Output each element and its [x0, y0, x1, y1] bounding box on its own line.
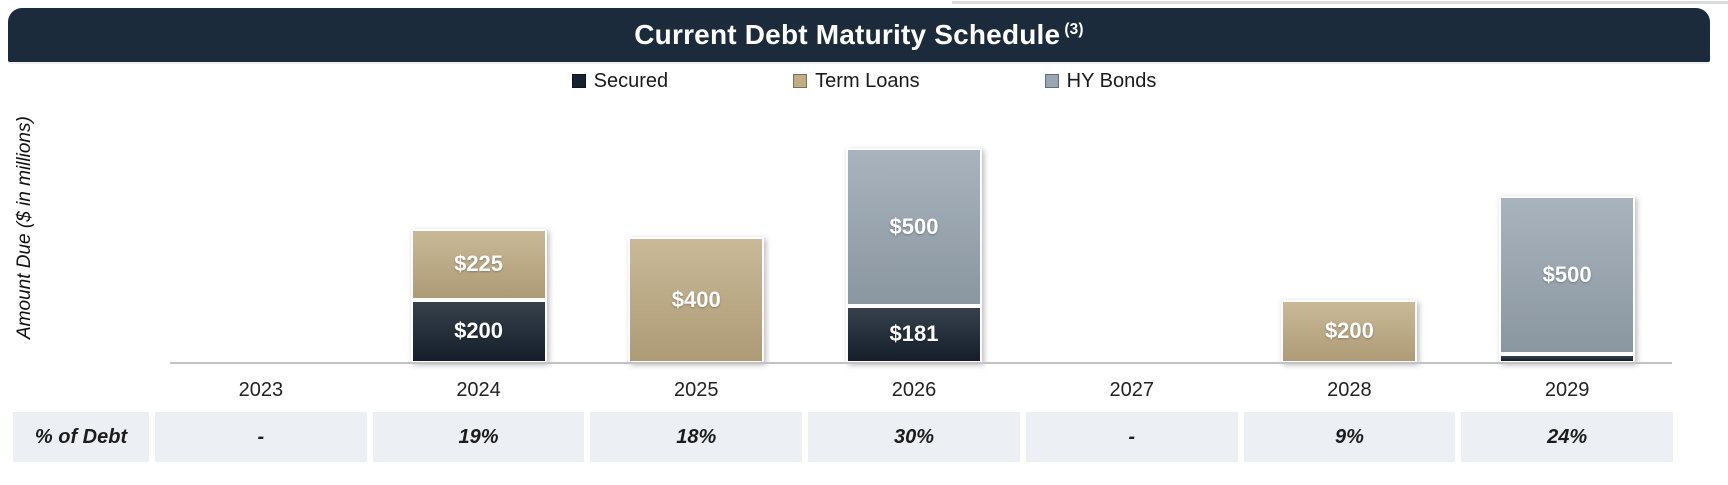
x-axis-label-2026: 2026	[891, 378, 937, 401]
bar-column-2025: $400	[587, 95, 805, 363]
chart-legend: Secured Term Loans HY Bonds	[0, 66, 1728, 96]
plot-spacer-column	[10, 95, 152, 363]
bar-segment-hy-bonds-2026: $500	[845, 147, 982, 306]
bar-column-2026: $500 $181	[805, 95, 1023, 363]
bar-segment-hy-bonds-2029: $500	[1499, 195, 1636, 354]
bar-column-2029: $500	[1458, 95, 1676, 363]
bar-column-2023	[152, 95, 370, 363]
legend-marker-hy-bonds-icon	[1044, 74, 1059, 88]
bar-segment-secured-2024: $200	[410, 299, 547, 363]
pct-cell-2029: 24%	[1461, 412, 1673, 462]
legend-item-secured: Secured	[571, 69, 669, 93]
bar-value-label-term-loans-2024: $225	[454, 251, 504, 277]
bar-value-label-term-loans-2028: $200	[1324, 318, 1374, 344]
chart-title-text: Current Debt Maturity Schedule	[634, 19, 1061, 50]
x-axis-label-2027: 2027	[1109, 378, 1154, 401]
pct-cell-2024: 19%	[372, 412, 585, 462]
x-axis-label-2023: 2023	[238, 378, 284, 401]
bar-column-2024: $225 $200	[370, 95, 588, 363]
legend-label-hy-bonds: HY Bonds	[1066, 69, 1157, 92]
legend-item-term-loans: Term Loans	[793, 70, 920, 93]
stacked-bar-2024: $225 $200	[410, 228, 547, 363]
row-label: % of Debt	[13, 412, 149, 462]
x-axis-line	[170, 362, 1672, 364]
x-axis-label-2029: 2029	[1544, 378, 1590, 401]
x-axis-label-spacer	[10, 376, 152, 404]
stacked-bar-2028: $200	[1281, 299, 1418, 363]
x-axis-label-2024: 2024	[456, 378, 501, 401]
bar-segment-term-loans-2028: $200	[1281, 299, 1418, 363]
bar-value-label-secured-2024: $200	[454, 318, 504, 344]
chart-title-bar: Current Debt Maturity Schedule (3)	[8, 8, 1710, 62]
x-axis-label-2028: 2028	[1327, 378, 1372, 401]
pct-cell-2028: 9%	[1243, 412, 1456, 462]
stacked-bar-2025: $400	[628, 236, 765, 363]
legend-item-hy-bonds: HY Bonds	[1044, 69, 1157, 93]
bar-column-2027	[1023, 95, 1241, 363]
bar-segment-secured-2029	[1499, 353, 1636, 363]
pct-of-debt-row: % of Debt -19% 18% 30% -9% 24%	[10, 412, 1676, 462]
bar-value-label-hy-bonds-2029: $500	[1542, 261, 1592, 287]
title-footnote-ref: (3)	[1064, 20, 1084, 38]
pct-cell-2026: 30%	[808, 412, 1020, 462]
chart-title: Current Debt Maturity Schedule (3)	[634, 19, 1083, 51]
pct-cell-2027: -	[1025, 412, 1238, 462]
legend-marker-term-loans-icon	[793, 74, 808, 88]
bar-segment-secured-2026: $181	[845, 305, 982, 363]
pct-cell-2023: -	[155, 412, 367, 462]
bar-value-label-secured-2026: $181	[889, 321, 939, 347]
bar-segment-term-loans-2024: $225	[410, 228, 547, 300]
bar-segment-term-loans-2025: $400	[628, 236, 765, 363]
top-edge-divider	[952, 1, 1728, 4]
stacked-bar-2026: $500 $181	[845, 147, 982, 363]
bar-value-label-term-loans-2025: $400	[671, 286, 721, 312]
x-axis-label-2025: 2025	[674, 378, 719, 401]
stacked-bar-2029: $500	[1499, 195, 1636, 363]
bar-value-label-hy-bonds-2026: $500	[889, 213, 939, 239]
legend-marker-secured-icon	[571, 74, 586, 88]
legend-label-term-loans: Term Loans	[815, 69, 920, 92]
plot-area: $225 $200 $400 $500 $181 $200 $500	[10, 95, 1676, 363]
legend-label-secured: Secured	[593, 69, 669, 92]
x-axis-labels: 2023 2024 2025 2026 2027 2028 2029	[10, 376, 1676, 404]
bar-column-2028: $200	[1241, 95, 1459, 363]
pct-cell-2025: 18%	[590, 412, 803, 462]
